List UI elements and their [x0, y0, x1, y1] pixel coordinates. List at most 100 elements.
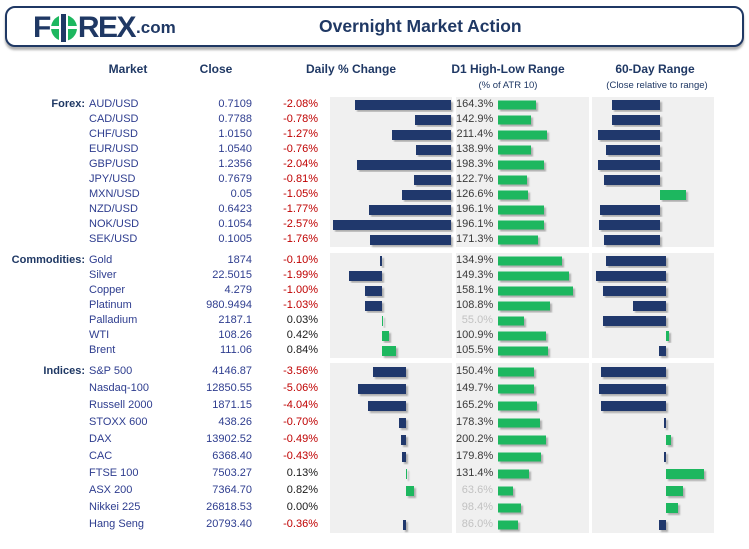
daily-change-bar — [402, 189, 451, 200]
daily-change-chart-cell — [330, 253, 452, 268]
d1-range-bar — [498, 520, 519, 529]
close-cell: 6368.40 — [212, 450, 252, 462]
range60-bar — [660, 189, 686, 200]
d1-value-label: 142.9% — [456, 113, 494, 125]
table-row: CAD/USD 0.7788 -0.78% 142.9% — [0, 112, 749, 127]
col-header-market: Market — [108, 62, 148, 76]
col-header-close: Close — [199, 62, 233, 76]
range60-chart-cell — [592, 380, 714, 397]
daily-change-chart-cell — [330, 343, 452, 358]
market-cell: STOXX 600 — [89, 416, 148, 428]
market-cell: Nikkei 225 — [89, 501, 141, 513]
section-label — [0, 202, 86, 217]
d1-range-chart-cell: 134.9% — [456, 253, 589, 268]
d1-range-bar — [498, 503, 522, 512]
daily-change-chart-cell — [330, 217, 452, 232]
close-cell: 20793.40 — [206, 518, 252, 530]
col-header-d1-range: D1 High-Low Range — [451, 62, 565, 76]
close-cell: 26818.53 — [206, 501, 252, 513]
d1-value-label: 178.3% — [456, 416, 494, 428]
daily-change-chart-cell — [330, 482, 452, 499]
section-label — [0, 172, 86, 187]
daily-change-bar — [332, 219, 451, 230]
market-cell: FTSE 100 — [89, 467, 139, 479]
range60-bar — [601, 400, 667, 411]
section-label — [0, 431, 86, 448]
range60-bar — [604, 234, 661, 245]
d1-range-bar — [498, 115, 532, 124]
d1-range-chart-cell: 55.0% — [456, 313, 589, 328]
daily-change-bar — [368, 400, 406, 411]
d1-range-bar — [498, 256, 562, 265]
d1-range-bar — [498, 301, 550, 310]
daily-change-bar — [402, 519, 406, 530]
range60-bar — [666, 502, 679, 513]
table-row: JPY/USD 0.7679 -0.81% 122.7% — [0, 172, 749, 187]
range60-chart-cell — [592, 268, 714, 283]
daily-change-bar — [358, 383, 406, 394]
spacer — [318, 268, 330, 283]
d1-range-bar — [498, 160, 545, 169]
d1-range-bar — [498, 469, 530, 478]
close-cell: 0.7109 — [218, 98, 252, 110]
d1-range-chart-cell: 171.3% — [456, 232, 589, 247]
spacer — [318, 380, 330, 397]
daily-pct-cell: -1.76% — [283, 233, 318, 245]
range60-bar — [604, 174, 661, 185]
d1-value-label: 196.1% — [456, 218, 494, 230]
d1-range-bar — [498, 235, 539, 244]
d1-range-chart-cell: 158.1% — [456, 283, 589, 298]
section-label: Indices: — [43, 365, 85, 377]
d1-range-bar — [498, 452, 541, 461]
daily-pct-cell: -2.08% — [283, 98, 318, 110]
daily-change-chart-cell — [330, 448, 452, 465]
close-cell: 111.06 — [219, 344, 252, 356]
daily-change-bar — [348, 270, 382, 281]
spacer — [318, 142, 330, 157]
section-label — [0, 112, 86, 127]
range60-bar — [597, 129, 661, 140]
daily-change-bar — [381, 330, 389, 341]
d1-range-chart-cell: 98.4% — [456, 499, 589, 516]
range60-bar — [598, 383, 667, 394]
table-row: Copper 4.279 -1.00% 158.1% — [0, 283, 749, 298]
table-row: CAC 6368.40 -0.43% 179.8% — [0, 448, 749, 465]
d1-range-bar — [498, 175, 527, 184]
range60-bar — [599, 204, 661, 215]
range60-bar — [659, 345, 667, 356]
close-cell: 4146.87 — [212, 365, 252, 377]
market-cell: Nasdaq-100 — [89, 382, 149, 394]
daily-pct-cell: -0.81% — [283, 173, 318, 185]
d1-range-chart-cell: 86.0% — [456, 516, 589, 533]
range60-chart-cell — [592, 112, 714, 127]
d1-value-label: 55.0% — [461, 314, 493, 326]
daily-change-chart-cell — [330, 465, 452, 482]
section-label: Forex: — [51, 98, 85, 110]
spacer — [318, 431, 330, 448]
logo-letter-f: F — [33, 11, 51, 44]
daily-change-chart-cell — [330, 112, 452, 127]
section-label — [0, 328, 86, 343]
d1-range-bar — [498, 145, 531, 154]
range60-chart-cell — [592, 397, 714, 414]
range60-chart-cell — [592, 482, 714, 499]
d1-value-label: 108.8% — [456, 299, 494, 311]
daily-change-bar — [401, 434, 406, 445]
d1-range-chart-cell: 150.4% — [456, 363, 589, 380]
range60-chart-cell — [592, 313, 714, 328]
market-cell: GBP/USD — [89, 158, 139, 170]
market-cell: AUD/USD — [89, 98, 139, 110]
daily-change-chart-cell — [330, 172, 452, 187]
table-row: NZD/USD 0.6423 -1.77% 196.1% — [0, 202, 749, 217]
table-row: Nasdaq-100 12850.55 -5.06% 149.7% — [0, 380, 749, 397]
section-label — [0, 187, 86, 202]
daily-change-bar — [406, 485, 414, 496]
daily-pct-cell: -5.06% — [283, 382, 318, 394]
d1-value-label: 149.3% — [456, 269, 494, 281]
section-label — [0, 142, 86, 157]
daily-change-bar — [381, 345, 396, 356]
table-row: Palladium 2187.1 0.03% 55.0% — [0, 313, 749, 328]
d1-range-chart-cell: 178.3% — [456, 414, 589, 431]
close-cell: 438.26 — [218, 416, 252, 428]
d1-range-chart-cell: 138.9% — [456, 142, 589, 157]
